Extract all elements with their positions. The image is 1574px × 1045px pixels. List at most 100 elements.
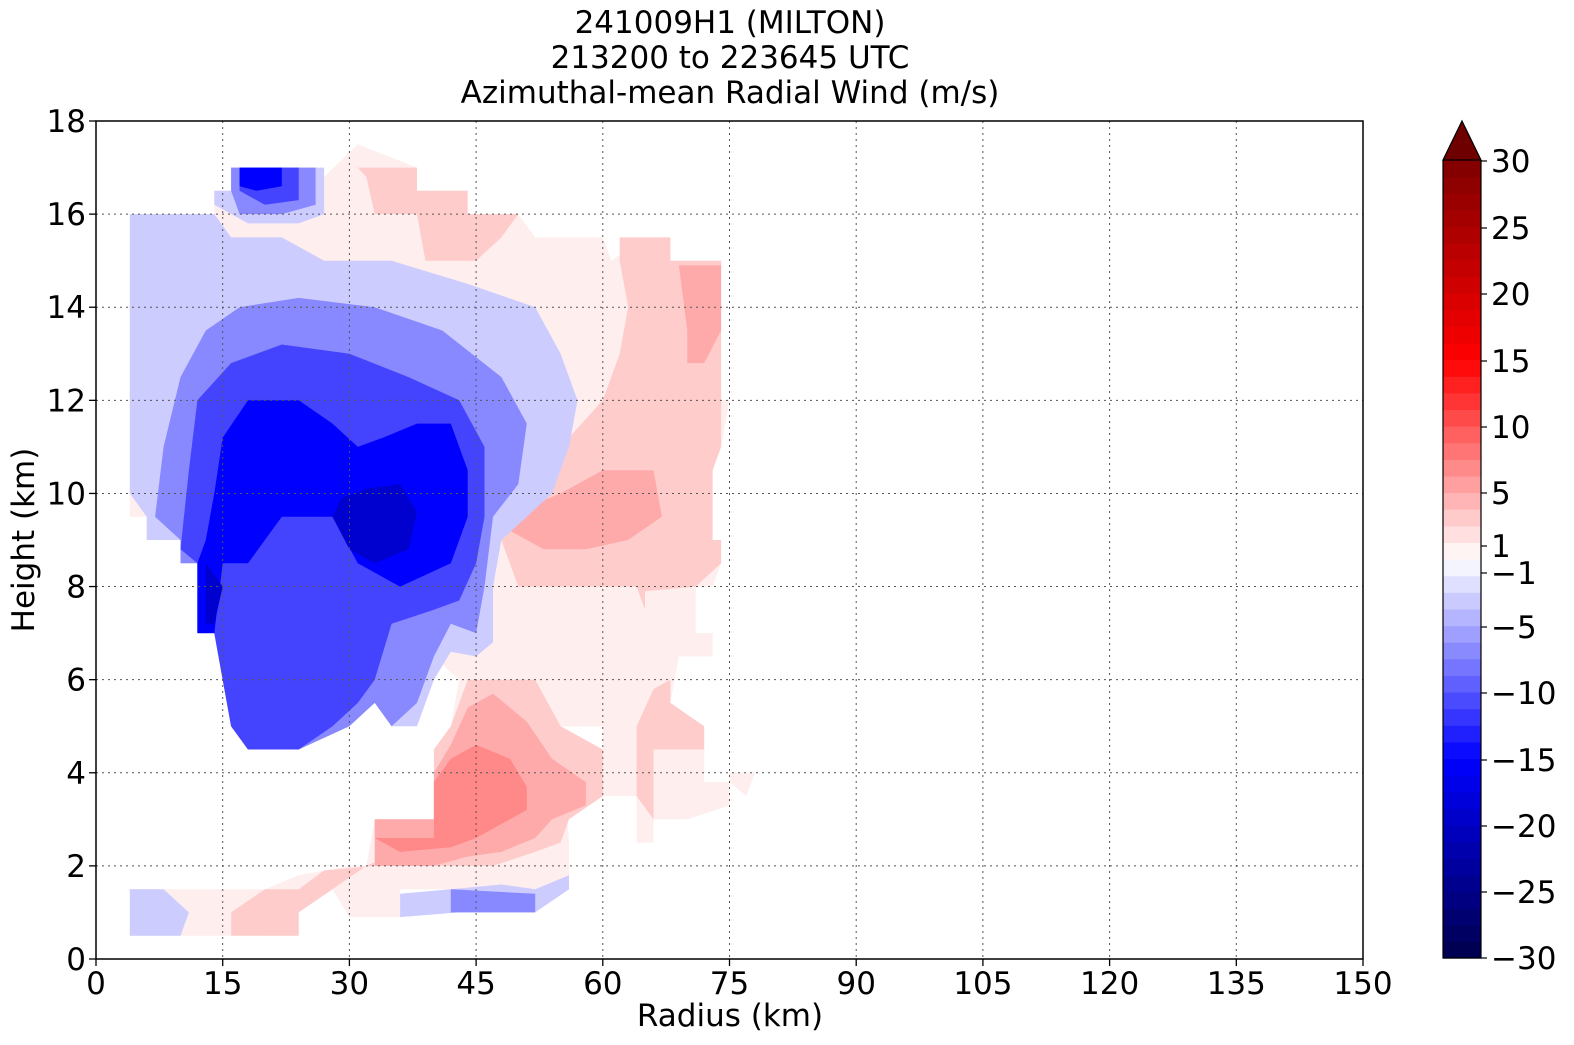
y-tick-label: 14 bbox=[47, 290, 86, 326]
y-axis-ticks: 0 2 4 6 8 10 12 14 16 18 bbox=[47, 104, 96, 978]
colorbar-tick-label: −1 bbox=[1491, 556, 1537, 592]
colorbar-tick-label: 5 bbox=[1491, 476, 1511, 512]
colorbar-segment bbox=[1443, 259, 1481, 277]
colorbar-segment bbox=[1443, 426, 1481, 444]
colorbar-segment bbox=[1443, 658, 1481, 676]
colorbar-segment bbox=[1443, 642, 1481, 660]
contour-region bbox=[205, 563, 223, 624]
colorbar-segment bbox=[1443, 775, 1481, 793]
y-tick-label: 4 bbox=[66, 756, 86, 792]
x-axis-label: Radius (km) bbox=[637, 998, 823, 1034]
colorbar-segment bbox=[1443, 209, 1481, 228]
colorbar-segment bbox=[1443, 725, 1481, 743]
colorbar-segment bbox=[1443, 176, 1481, 194]
x-tick-label: 0 bbox=[86, 966, 106, 1002]
colorbar-tick-label: 20 bbox=[1491, 277, 1530, 313]
colorbar-segment bbox=[1443, 625, 1481, 643]
x-tick-label: 150 bbox=[1333, 966, 1392, 1002]
title-line: 213200 to 223645 UTC bbox=[551, 40, 910, 76]
colorbar-segment bbox=[1443, 442, 1481, 460]
contour-region bbox=[450, 889, 536, 913]
colorbar-frame bbox=[1442, 160, 1482, 959]
y-tick-label: 16 bbox=[47, 197, 86, 233]
contour-region bbox=[509, 470, 662, 550]
colorbar bbox=[1442, 119, 1482, 959]
colorbar-segment bbox=[1443, 293, 1481, 311]
colorbar-segment bbox=[1443, 791, 1481, 809]
y-tick-label: 12 bbox=[47, 383, 86, 419]
colorbar-segment bbox=[1443, 475, 1481, 494]
x-axis-ticks: 0 15 30 45 60 75 90 105 120 135 150 bbox=[86, 959, 1393, 1002]
colorbar-tick-label: −10 bbox=[1491, 676, 1556, 712]
y-tick-label: 0 bbox=[66, 942, 86, 978]
y-tick-label: 6 bbox=[66, 663, 86, 699]
colorbar-tick-label: 1 bbox=[1491, 529, 1511, 565]
x-tick-label: 105 bbox=[953, 966, 1012, 1002]
colorbar-extend-arrow bbox=[1442, 119, 1482, 161]
title-line: Azimuthal-mean Radial Wind (m/s) bbox=[461, 75, 1000, 111]
colorbar-segment bbox=[1443, 575, 1481, 593]
colorbar-segment bbox=[1443, 858, 1481, 876]
colorbar-tick-label: −30 bbox=[1491, 941, 1556, 977]
colorbar-segment bbox=[1443, 559, 1481, 577]
colorbar-segment bbox=[1443, 193, 1481, 211]
colorbar-segment bbox=[1443, 825, 1481, 843]
contour-region bbox=[636, 679, 705, 820]
colorbar-segment bbox=[1443, 924, 1481, 942]
colorbar-segment bbox=[1443, 309, 1481, 327]
title-line: 241009H1 (MILTON) bbox=[575, 5, 886, 41]
x-tick-label: 15 bbox=[203, 966, 242, 1002]
x-tick-label: 60 bbox=[583, 966, 622, 1002]
chart-title: 241009H1 (MILTON)213200 to 223645 UTCAzi… bbox=[461, 5, 1000, 111]
x-tick-label: 45 bbox=[456, 966, 495, 1002]
colorbar-segment bbox=[1443, 376, 1481, 394]
colorbar-tick-label: 15 bbox=[1491, 344, 1530, 380]
colorbar-segment bbox=[1443, 675, 1481, 693]
contour-field bbox=[129, 144, 755, 936]
colorbar-tick-label: −20 bbox=[1491, 809, 1556, 845]
colorbar-tick-label: 25 bbox=[1491, 211, 1530, 247]
x-tick-label: 75 bbox=[710, 966, 749, 1002]
grid-lines bbox=[96, 121, 1363, 959]
colorbar-segment bbox=[1443, 841, 1481, 859]
colorbar-tick-label: −25 bbox=[1491, 875, 1556, 911]
colorbar-segment bbox=[1443, 692, 1481, 710]
x-tick-label: 90 bbox=[836, 966, 875, 1002]
colorbar-segment bbox=[1443, 243, 1481, 261]
colorbar-segment bbox=[1443, 708, 1481, 726]
x-tick-label: 120 bbox=[1080, 966, 1139, 1002]
contour-region bbox=[239, 167, 282, 191]
colorbar-segment bbox=[1443, 941, 1481, 959]
colorbar-segment bbox=[1443, 542, 1481, 560]
contour-region bbox=[374, 744, 527, 852]
colorbar-tick-label: 10 bbox=[1491, 410, 1530, 446]
x-tick-label: 30 bbox=[330, 966, 369, 1002]
colorbar-segment bbox=[1443, 409, 1481, 427]
colorbar-tick-label: −5 bbox=[1491, 610, 1537, 646]
colorbar-segment bbox=[1443, 326, 1481, 344]
colorbar-segment bbox=[1443, 741, 1481, 760]
colorbar-segment bbox=[1443, 509, 1481, 527]
colorbar-segment bbox=[1443, 226, 1481, 244]
colorbar-segment bbox=[1443, 608, 1481, 627]
colorbar-segment bbox=[1443, 592, 1481, 610]
colorbar-segment bbox=[1443, 160, 1481, 178]
x-tick-label: 135 bbox=[1207, 966, 1266, 1002]
colorbar-segment bbox=[1443, 874, 1481, 893]
contour-region bbox=[129, 889, 189, 936]
y-tick-label: 2 bbox=[66, 849, 86, 885]
colorbar-segment bbox=[1443, 459, 1481, 477]
colorbar-segment bbox=[1443, 808, 1481, 826]
colorbar-segment bbox=[1443, 342, 1481, 361]
colorbar-tick-label: 30 bbox=[1491, 144, 1530, 180]
y-tick-label: 8 bbox=[66, 570, 86, 606]
contour-region bbox=[332, 484, 417, 564]
colorbar-tick-label: −15 bbox=[1491, 743, 1556, 779]
y-tick-label: 18 bbox=[47, 104, 86, 140]
colorbar-segment bbox=[1443, 891, 1481, 909]
colorbar-segment bbox=[1443, 392, 1481, 410]
colorbar-segment bbox=[1443, 525, 1481, 543]
colorbar-segment bbox=[1443, 758, 1481, 776]
